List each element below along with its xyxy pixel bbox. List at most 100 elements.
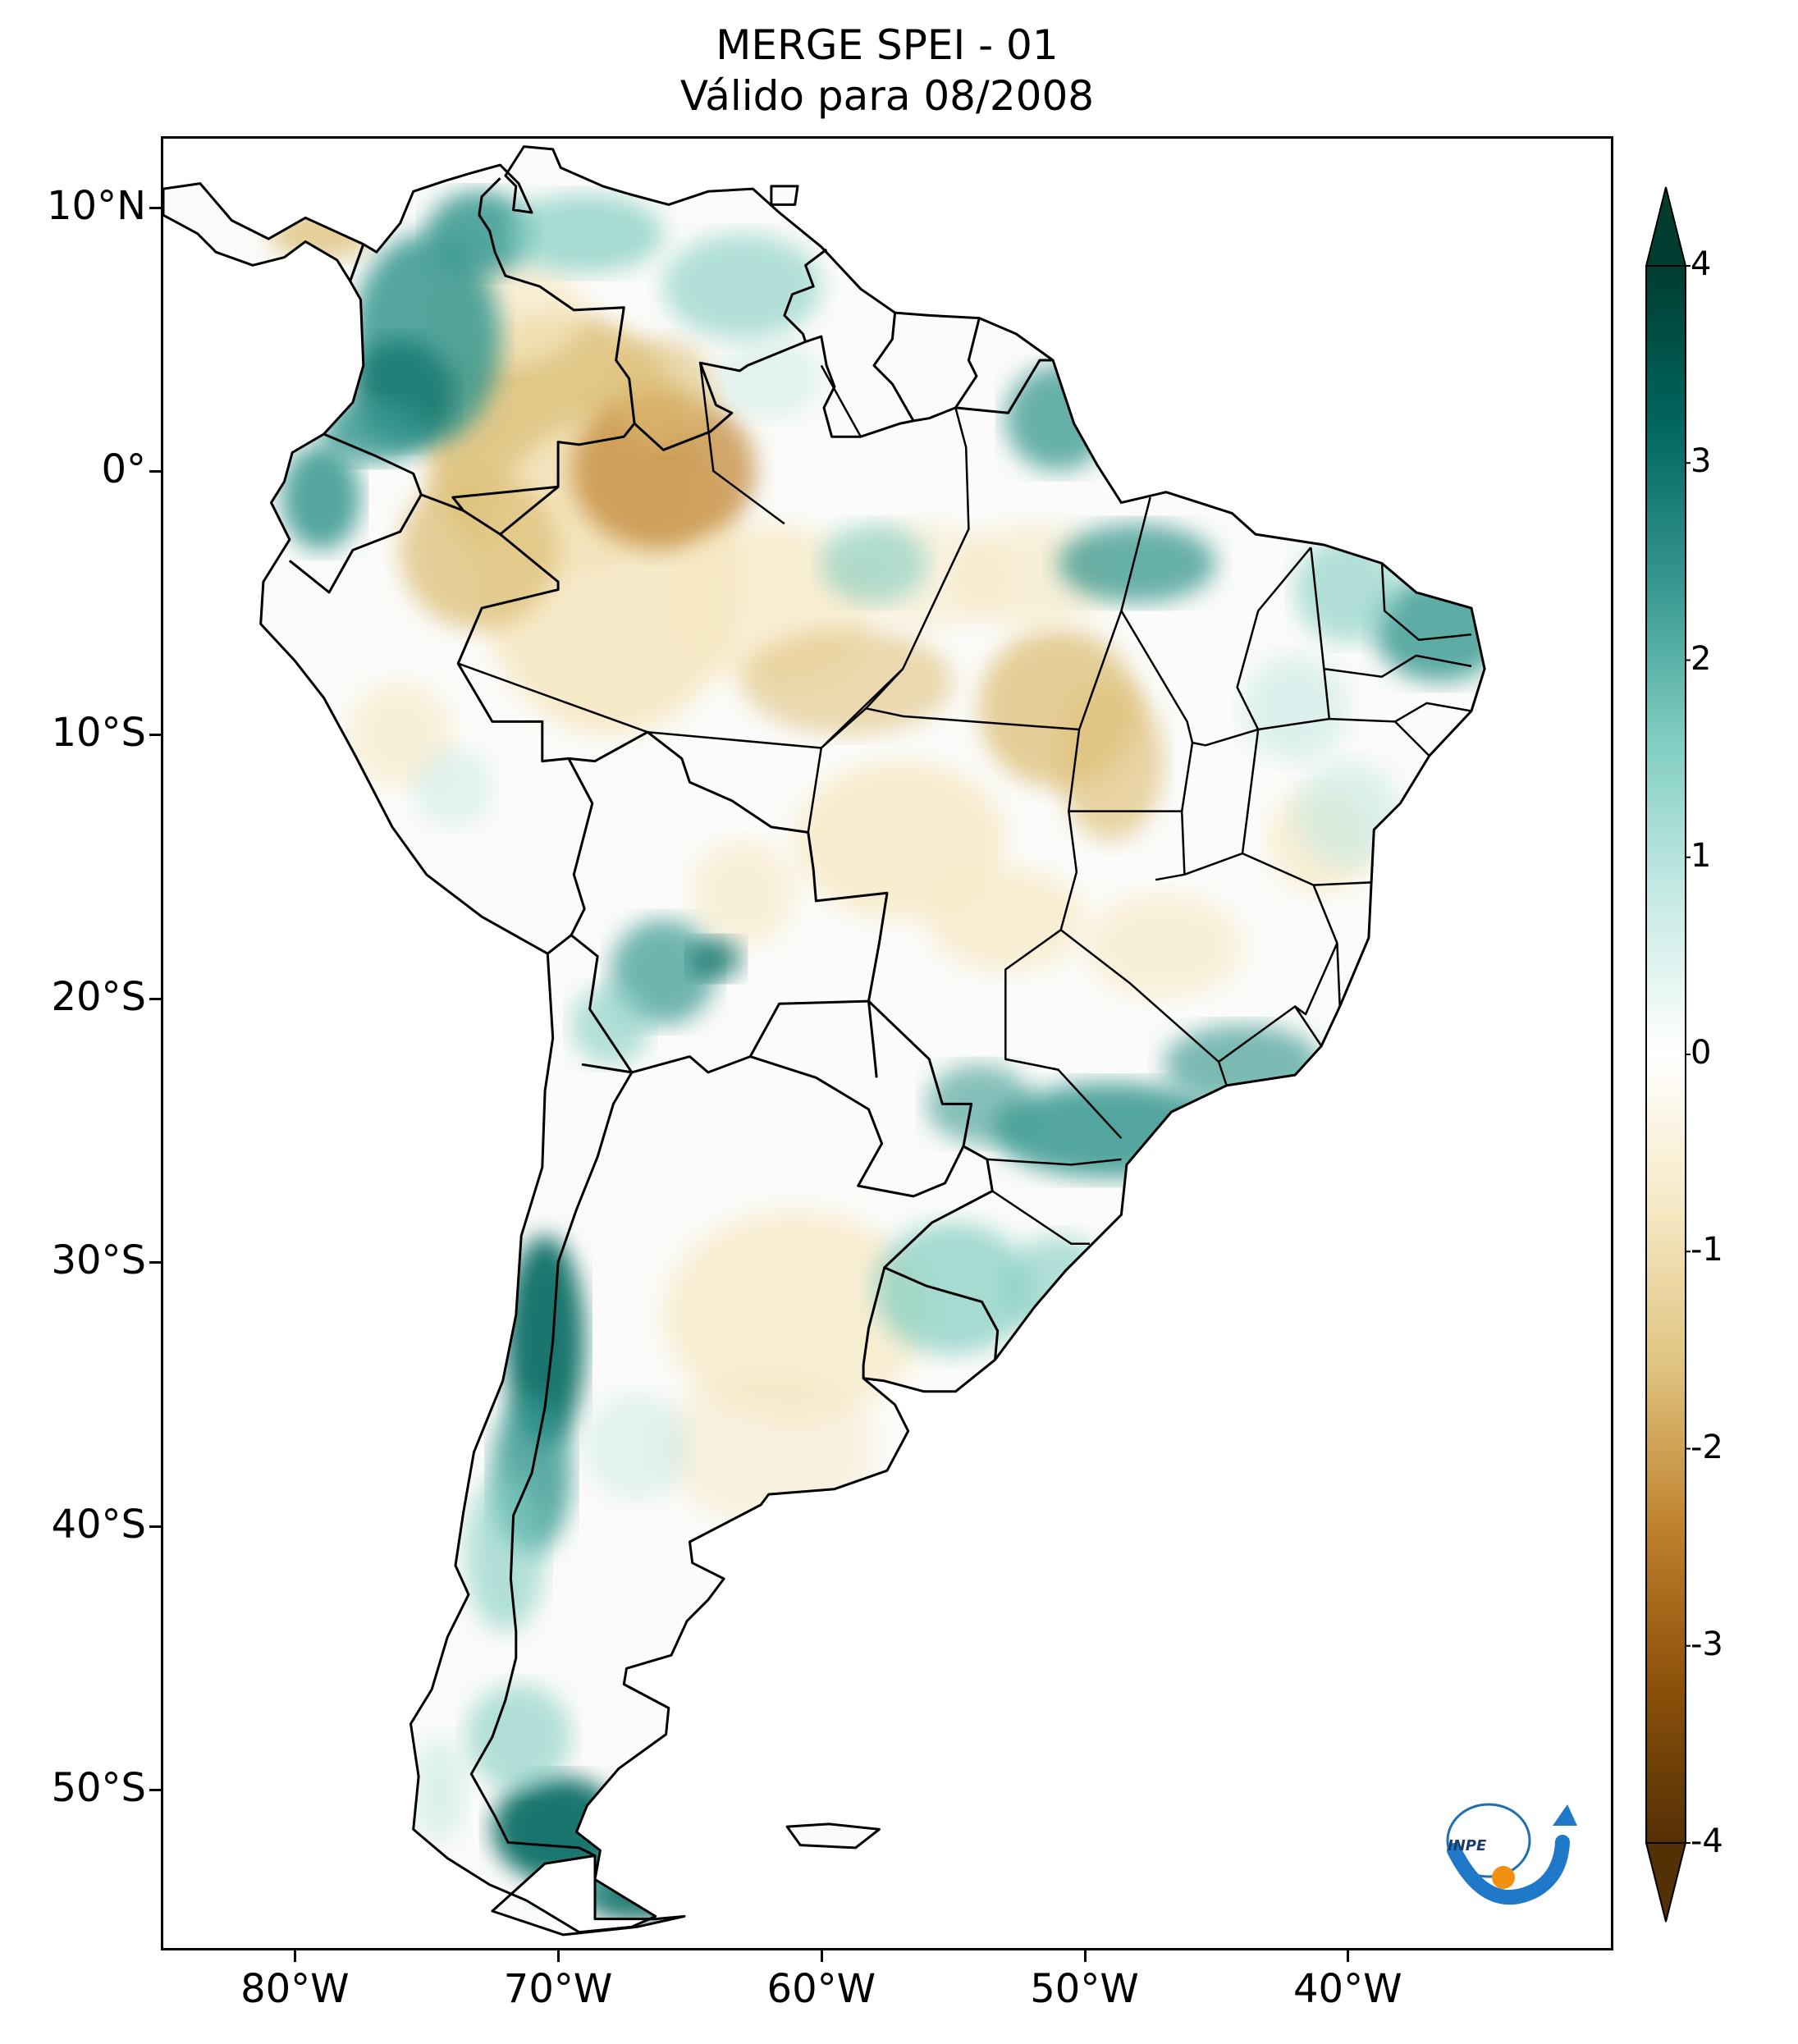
state-border [1183,852,1372,886]
country-border [288,432,423,594]
state-border [986,1158,1122,1166]
longitude-tick [1347,1950,1350,1962]
longitude-tick [294,1950,297,1962]
spei-anomaly-patch [663,1209,927,1421]
svg-text:INPE: INPE [1448,1837,1487,1854]
spei-anomaly-patch [716,339,821,418]
spei-anomaly-patch [689,937,743,981]
latitude-tick-label: 10°N [47,182,146,229]
spei-anomaly-patch [400,471,559,629]
spei-anomaly-patch [926,867,1085,972]
country-border [913,318,981,423]
state-border [1394,702,1472,723]
latitude-tick-label: 30°S [51,1237,146,1284]
coastline [770,185,799,206]
country-border [568,730,889,1074]
state-border [1120,610,1194,881]
country-border [451,485,559,512]
spei-anomaly-patch [321,400,427,464]
state-border [1294,942,1338,1016]
latitude-tick [149,734,161,737]
spei-anomaly-patch [1242,656,1348,761]
country-border [420,493,594,955]
spei-anomaly-patch [821,524,927,603]
state-border [1380,563,1472,641]
spei-anomaly-patch [742,629,954,735]
colorbar-tick-label: -2 [1690,1428,1723,1466]
state-border [1005,1058,1123,1140]
latitude-tick-label: 10°S [51,710,146,757]
country-border [805,335,914,438]
spei-anomaly-patch [506,194,664,273]
spei-anomaly-patch [1295,537,1401,642]
colorbar-tick-label: 4 [1690,245,1712,283]
longitude-tick-label: 50°W [1030,1966,1139,2012]
spei-anomaly-patch [1163,1025,1322,1104]
state-border [1192,728,1260,854]
longitude-tick-label: 80°W [240,1966,350,2012]
spei-anomaly-patch [1058,682,1164,840]
colorbar [1645,186,1690,1923]
country-border [955,359,1054,414]
colorbar-tick-label: 3 [1690,442,1712,481]
country-border [862,1267,886,1379]
country-border [478,177,636,536]
state-border [1236,546,1312,730]
longitude-tick-label: 60°W [766,1966,876,2012]
south-america-map [163,145,1486,1937]
colorbar-extend-min [1645,1842,1687,1923]
state-border [457,662,648,734]
inpe-logo: INPE [1446,1803,1577,1905]
country-border [469,934,634,1857]
coastline [163,182,365,283]
colorbar-tick-label: -3 [1690,1625,1723,1663]
state-border [1324,654,1472,678]
spei-anomaly-patch [413,1736,466,1843]
latitude-tick-label: 50°S [51,1765,146,1812]
state-border [1059,929,1228,1086]
map-title: MERGE SPEI - 01 [716,21,1059,69]
map-subtitle: Válido para 08/2008 [679,72,1095,120]
longitude-tick-label: 40°W [1292,1966,1402,2012]
state-border [699,363,785,525]
coastline [491,1854,686,1937]
spei-anomaly-patch [611,339,716,445]
spei-anomaly-patch [1005,365,1111,471]
latitude-tick [149,206,161,209]
spei-anomaly-patch [426,191,532,277]
map-panel [161,136,1613,1950]
state-border [820,668,904,749]
colorbar-tick-label: 0 [1690,1034,1712,1072]
latitude-tick-label: 40°S [51,1501,146,1548]
country-border [867,1000,878,1078]
latitude-tick [149,470,161,473]
spei-anomaly-patch [794,761,1006,920]
spei-anomaly-patch [532,1863,611,1906]
state-border [807,748,823,833]
spei-anomaly-patch [571,985,651,1065]
colorbar-tick-label: 1 [1690,836,1712,875]
spei-anomaly-patch [413,748,492,827]
spei-anomaly-patch [281,444,361,551]
spei-anomaly-patch [506,1236,585,1447]
colorbar-tick-label: -4 [1690,1822,1723,1860]
colorbar-tick-label: 2 [1690,639,1712,678]
colorbar-scale [1645,265,1686,1844]
spei-anomaly-patch [1058,524,1216,603]
longitude-tick [557,1950,560,1962]
country-border [634,248,828,451]
state-border [820,364,862,437]
state-border [991,1190,1090,1246]
coastline [259,145,1486,1934]
latitude-tick [149,1525,161,1528]
spei-anomaly-patch [663,233,821,340]
colorbar-tick-label: -1 [1690,1231,1723,1269]
country-border [749,1000,973,1198]
colorbar-extend-max [1645,186,1687,267]
latitude-tick [149,1261,161,1264]
longitude-tick-label: 70°W [503,1966,613,2012]
latitude-tick [149,997,161,1000]
country-border [883,1145,1000,1360]
latitude-tick [149,1789,161,1792]
spei-anomaly-patch [465,1473,545,1632]
